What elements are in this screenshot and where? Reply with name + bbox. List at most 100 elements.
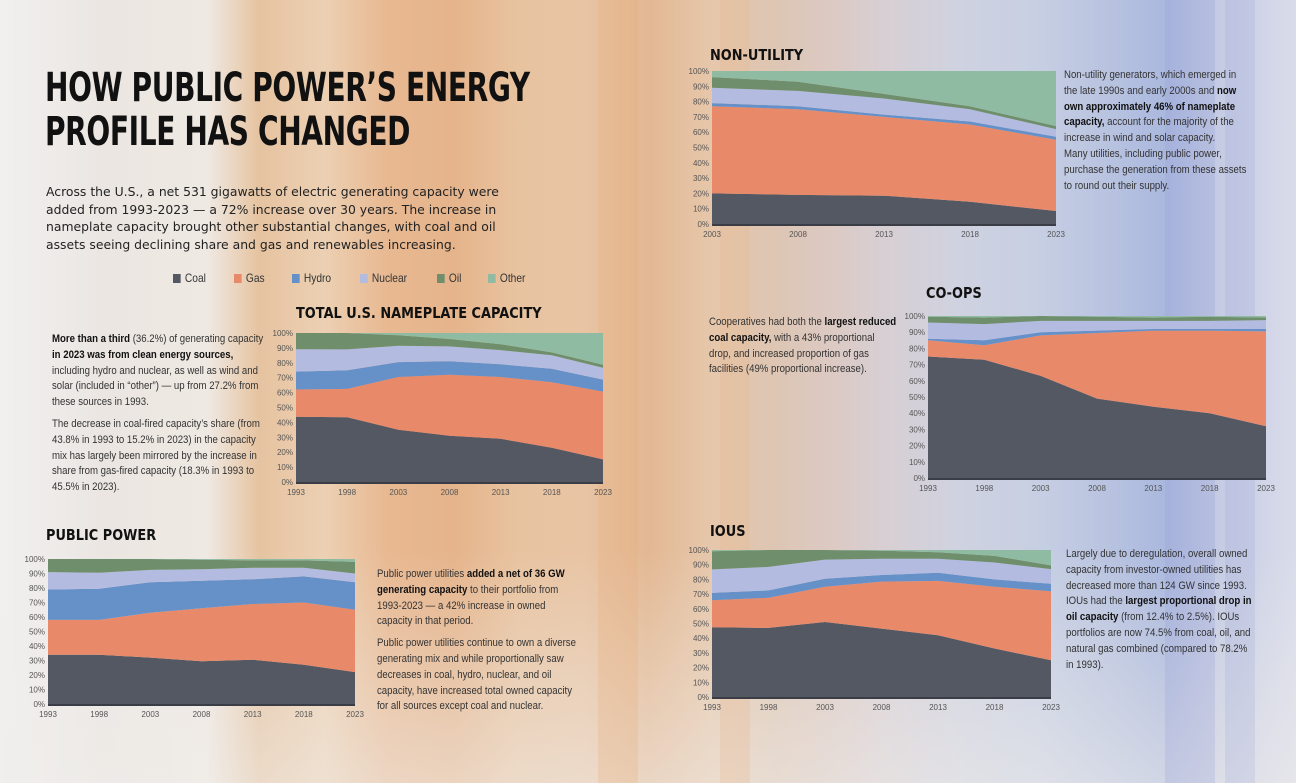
x-tick-label: 2018: [295, 710, 313, 719]
intro-paragraph: Across the U.S., a net 531 gigawatts of …: [46, 184, 499, 252]
area-nuclear: [712, 87, 1056, 137]
note-bold: largest reduced coal capacity,: [709, 316, 897, 344]
x-tick-label: 2018: [543, 488, 561, 497]
y-tick-label: 90%: [693, 82, 709, 91]
legend-label: Oil: [448, 271, 462, 285]
x-tick-label: 1993: [919, 484, 937, 493]
legend-swatch: [487, 273, 496, 283]
legend: Coal Gas Hydro Nuclear Oil Other: [173, 271, 554, 285]
y-tick-label: 40%: [277, 418, 293, 427]
y-tick-label: 50%: [693, 144, 709, 153]
coops-note: Cooperatives had both the largest reduce…: [709, 315, 896, 384]
y-tick-label: 0%: [913, 474, 925, 483]
y-tick-label: 20%: [277, 448, 293, 457]
note-text: account for the majority of the increase…: [1064, 116, 1234, 145]
x-tick-label: 2023: [1042, 703, 1060, 712]
y-tick-label: 40%: [29, 642, 45, 651]
area-other: [712, 71, 1056, 127]
y-tick-label: 40%: [693, 634, 709, 643]
y-tick-label: 50%: [909, 393, 925, 402]
ious-chart: 0% 10% 20% 30% 40% 50% 60% 70% 80% 90% 100% 1993 199…: [689, 546, 1061, 712]
area-gas: [712, 106, 1056, 211]
x-tick-label: 1993: [703, 703, 721, 712]
area-gas: [928, 330, 1266, 427]
y-tick-label: 70%: [693, 113, 709, 122]
x-tick-label: 2003: [141, 710, 159, 719]
y-tick-label: 30%: [277, 433, 293, 442]
x-tick-label: 2003: [703, 230, 721, 239]
x-tick-label: 2023: [1047, 230, 1065, 239]
non-utility-note-p1: Non-utility generators, which emerged in…: [1064, 68, 1251, 147]
y-tick-label: 70%: [909, 361, 925, 370]
y-tick-label: 80%: [29, 584, 45, 593]
y-tick-label: 10%: [277, 463, 293, 472]
y-tick-label: 0%: [33, 700, 45, 709]
area-nuclear: [48, 567, 355, 590]
note-text: Cooperatives had both the: [709, 316, 825, 328]
legend-item-hydro: Hydro: [291, 271, 331, 285]
non-utility-chart: 0% 10% 20% 30% 40% 50% 60% 70% 80% 90% 100% 2003 200…: [689, 67, 1066, 239]
non-utility-note-p2: Many utilities, including public power, …: [1064, 147, 1247, 192]
y-tick-label: 30%: [909, 425, 925, 434]
y-tick-label: 100%: [689, 67, 709, 76]
note-text: Largely due to deregulation, overall own…: [1066, 548, 1248, 608]
non-utility-chart-title: NON-UTILITY: [710, 46, 804, 64]
total-note-p1: More than a third (36.2%) of generating …: [52, 332, 267, 411]
y-tick-label: 100%: [905, 312, 925, 321]
legend-label: Other: [499, 271, 526, 285]
note-text: Public power utilities: [377, 568, 467, 580]
x-tick-label: 1998: [760, 703, 778, 712]
area-oil: [712, 77, 1056, 130]
area-hydro: [48, 576, 355, 620]
x-tick-label: 2003: [816, 703, 834, 712]
x-tick-label: 2008: [789, 230, 807, 239]
area-gas: [296, 374, 603, 460]
note-text: (36.2%) of generating capacity: [130, 333, 264, 345]
title-line-2: PROFILE HAS CHANGED: [45, 109, 411, 155]
x-axis-line: [712, 224, 1056, 226]
x-tick-label: 2023: [1257, 484, 1275, 493]
legend-label: Coal: [184, 271, 206, 285]
x-tick-label: 1998: [975, 484, 993, 493]
area-oil: [712, 550, 1051, 570]
note-text: with a 43% proportional drop, and increa…: [709, 331, 875, 376]
area-gas: [712, 580, 1051, 661]
y-tick-label: 10%: [29, 686, 45, 695]
y-tick-label: 80%: [693, 575, 709, 584]
note-text: Non-utility generators, which emerged in…: [1064, 69, 1237, 97]
area-other: [296, 333, 603, 365]
area-oil: [928, 316, 1266, 325]
legend-item-gas: Gas: [233, 271, 264, 285]
note-bold: now own approximately 46% of nameplate c…: [1064, 84, 1237, 129]
y-tick-label: 20%: [693, 189, 709, 198]
x-tick-label: 2013: [492, 488, 510, 497]
legend-swatch: [173, 273, 181, 283]
non-utility-note: Non-utility generators, which emerged in…: [1064, 68, 1251, 200]
ious-note: Largely due to deregulation, overall own…: [1066, 547, 1252, 679]
area-hydro: [296, 361, 603, 392]
y-tick-label: 70%: [29, 599, 45, 608]
page-title: HOW PUBLIC POWER’S ENERGY PROFILE HAS CH…: [45, 66, 530, 154]
public-power-note-p1: Public power utilities added a net of 36…: [377, 567, 577, 630]
ious-note-p1: Largely due to deregulation, overall own…: [1066, 547, 1252, 673]
legend-label: Nuclear: [371, 271, 407, 285]
note-text: (from 12.4% to 2.5%). IOUs portfolios ar…: [1066, 611, 1251, 671]
y-tick-label: 90%: [277, 344, 293, 353]
y-tick-label: 80%: [693, 98, 709, 107]
y-tick-label: 0%: [697, 693, 709, 702]
legend-label: Hydro: [303, 271, 331, 285]
x-tick-label: 2008: [1088, 484, 1106, 493]
x-tick-label: 2013: [929, 703, 947, 712]
x-tick-label: 2013: [875, 230, 893, 239]
y-tick-label: 60%: [277, 389, 293, 398]
y-tick-label: 10%: [693, 205, 709, 214]
area-hydro: [712, 572, 1051, 601]
legend-swatch: [359, 273, 368, 283]
coops-note-p1: Cooperatives had both the largest reduce…: [709, 315, 896, 378]
x-axis-line: [48, 704, 355, 706]
total-capacity-chart: 0% 10% 20% 30% 40% 50% 60% 70% 80% 90% 100% 1993 199…: [273, 329, 613, 497]
x-axis-line: [712, 697, 1051, 699]
y-tick-label: 10%: [909, 458, 925, 467]
legend-item-other: Other: [487, 271, 526, 285]
y-tick-label: 70%: [277, 374, 293, 383]
